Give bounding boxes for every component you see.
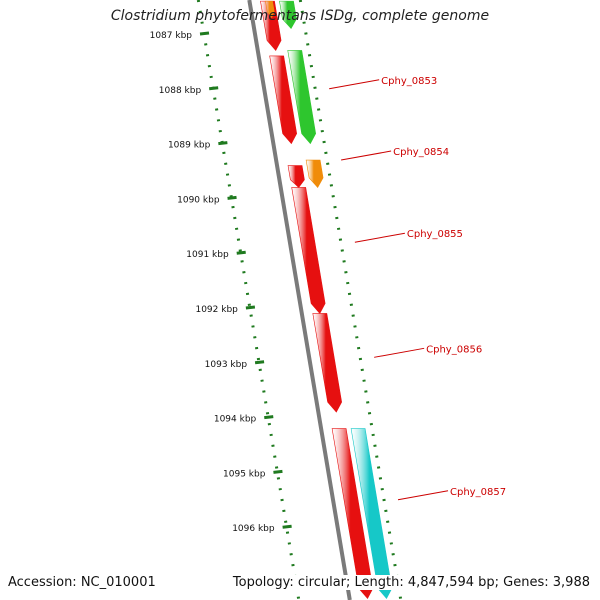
- cds-feature-arrow: [331, 428, 374, 599]
- ruler-tick: [245, 305, 256, 310]
- gene-label-leader: [329, 79, 380, 90]
- ruler-tick: [264, 415, 274, 420]
- gene-label: Cphy_0854: [393, 147, 449, 158]
- map-title: Clostridium phytofermentans ISDg, comple…: [110, 8, 490, 24]
- ruler-tick-label: 1091 kbp: [186, 250, 229, 260]
- ruler-tick: [209, 86, 219, 91]
- gene-label-leader: [374, 347, 425, 358]
- ruler-tick-label: 1092 kbp: [195, 305, 238, 315]
- gene-label: Cphy_0853: [381, 76, 437, 87]
- outer-dotted-guide: [298, 0, 403, 600]
- ruler-dotted-line: [196, 0, 301, 600]
- ruler-tick-label: 1088 kbp: [159, 86, 202, 96]
- cds-feature-arrow: [287, 165, 305, 188]
- ruler-tick: [227, 195, 237, 200]
- ruler-tick-label: 1095 kbp: [223, 469, 266, 479]
- backbone-line: [247, 0, 352, 600]
- cds-feature-arrow: [291, 187, 326, 315]
- gene-label: Cphy_0856: [426, 344, 482, 355]
- gene-label-leader: [354, 232, 405, 243]
- gene-feature-arrow: [287, 50, 316, 145]
- ruler-tick-label: 1096 kbp: [232, 524, 275, 534]
- ruler-tick: [273, 469, 283, 474]
- ruler-tick-label: 1094 kbp: [214, 415, 257, 425]
- gene-feature-arrow: [265, 0, 275, 19]
- gene-feature-arrow: [305, 159, 324, 188]
- topology-summary: Topology: circular; Length: 4,847,594 bp…: [230, 575, 590, 590]
- gene-label: Cphy_0855: [407, 229, 463, 240]
- ruler-tick: [199, 31, 210, 36]
- cds-feature-arrow: [312, 313, 342, 413]
- gene-feature-arrow: [350, 428, 393, 599]
- ruler-tick-label: 1089 kbp: [168, 141, 211, 151]
- ruler-tick: [254, 360, 265, 365]
- ruler-tick: [236, 250, 246, 255]
- gene-feature-arrow: [279, 0, 297, 30]
- ruler-tick-label: 1093 kbp: [205, 360, 248, 370]
- gene-label: Cphy_0857: [450, 487, 506, 498]
- gene-label-leader: [341, 150, 392, 161]
- ruler-tick-label: 1090 kbp: [177, 195, 220, 205]
- ruler-tick: [218, 141, 228, 146]
- ruler-tick: [282, 524, 292, 529]
- accession-text: Accession: NC_010001: [8, 575, 156, 590]
- ruler-tick-label: 1087 kbp: [150, 31, 193, 41]
- cds-feature-arrow: [269, 55, 297, 145]
- gene-label-leader: [397, 490, 449, 501]
